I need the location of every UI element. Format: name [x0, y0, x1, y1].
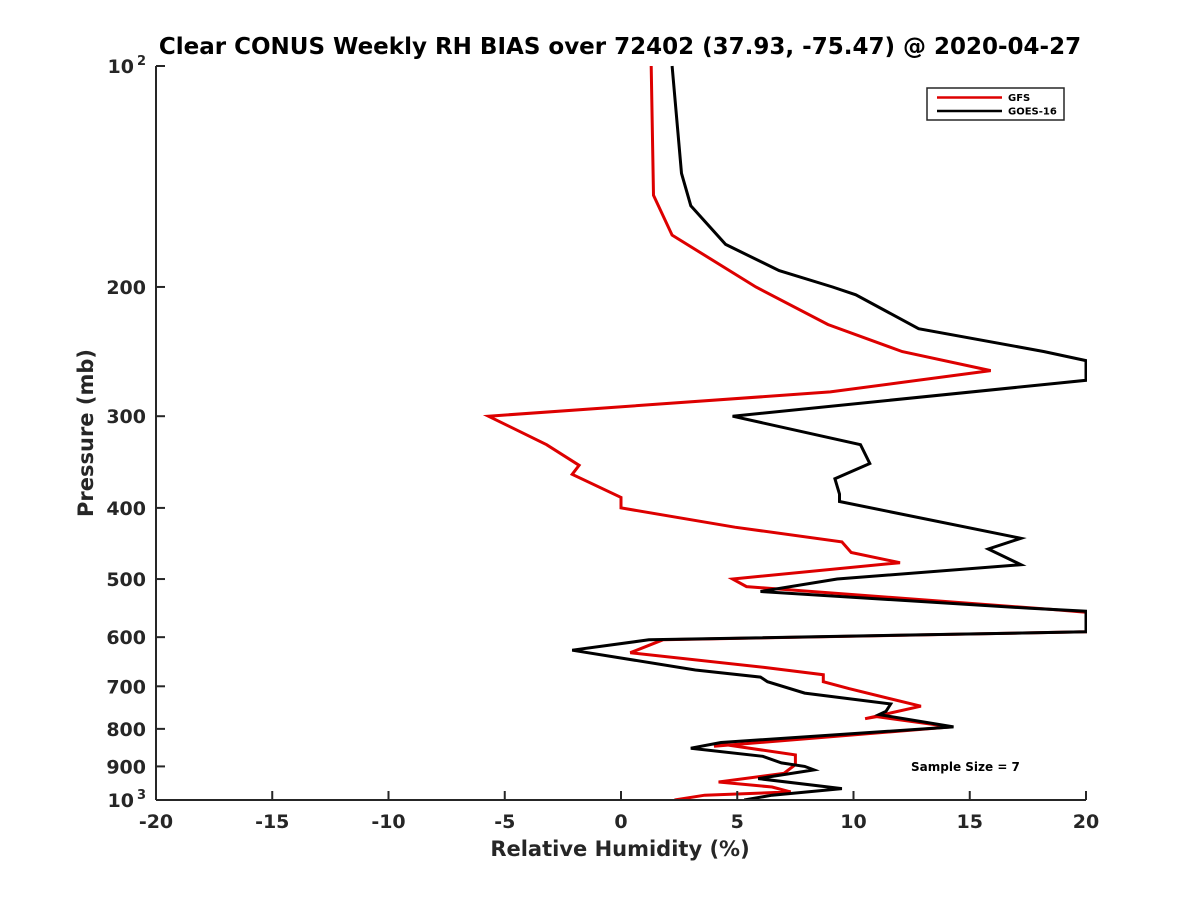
legend-gfs-label: GFS	[1008, 93, 1030, 104]
legend-box	[926, 87, 1065, 121]
legend-goes-label: GOES-16	[1008, 107, 1057, 118]
series-layer	[482, 65, 1087, 801]
legend: GFS GOES-16	[926, 87, 1065, 121]
x-tick-label: -15	[255, 811, 289, 833]
y-tick-label: 800	[106, 719, 146, 741]
x-tick-label: 0	[614, 811, 627, 833]
y-tick-exponent: 3	[137, 788, 146, 803]
x-axis-label: Relative Humidity (%)	[490, 837, 749, 861]
x-tick-label: -5	[494, 811, 515, 833]
y-tick-label: 10	[108, 790, 134, 812]
y-tick-label: 200	[106, 277, 146, 299]
y-tick-label: 600	[106, 627, 146, 649]
x-tick-label: -10	[371, 811, 405, 833]
sample-size-annotation: Sample Size = 7	[911, 760, 1020, 774]
x-ticks: -20 -15 -10 -5 0 5 10 15 20	[139, 791, 1099, 833]
y-axis-label: Pressure (mb)	[74, 349, 98, 517]
y-tick-exponent: 2	[137, 54, 146, 69]
x-tick-label: 5	[731, 811, 744, 833]
y-tick-label: 500	[106, 569, 146, 591]
y-tick-label: 300	[106, 406, 146, 428]
x-tick-label: 20	[1073, 811, 1099, 833]
y-tick-label: 10	[108, 56, 134, 78]
plot-area: -20 -15 -10 -5 0 5 10 15 20 10 220030040050060070…	[106, 54, 1099, 833]
x-tick-label: 10	[840, 811, 866, 833]
y-tick-label: 700	[106, 676, 146, 698]
y-tick-label: 900	[106, 756, 146, 778]
y-tick-label: 400	[106, 498, 146, 520]
chart-title: Clear CONUS Weekly RH BIAS over 72402 (3…	[159, 34, 1081, 60]
x-tick-label: -20	[139, 811, 173, 833]
x-tick-label: 15	[957, 811, 983, 833]
series-line-goes-16	[571, 65, 1087, 801]
